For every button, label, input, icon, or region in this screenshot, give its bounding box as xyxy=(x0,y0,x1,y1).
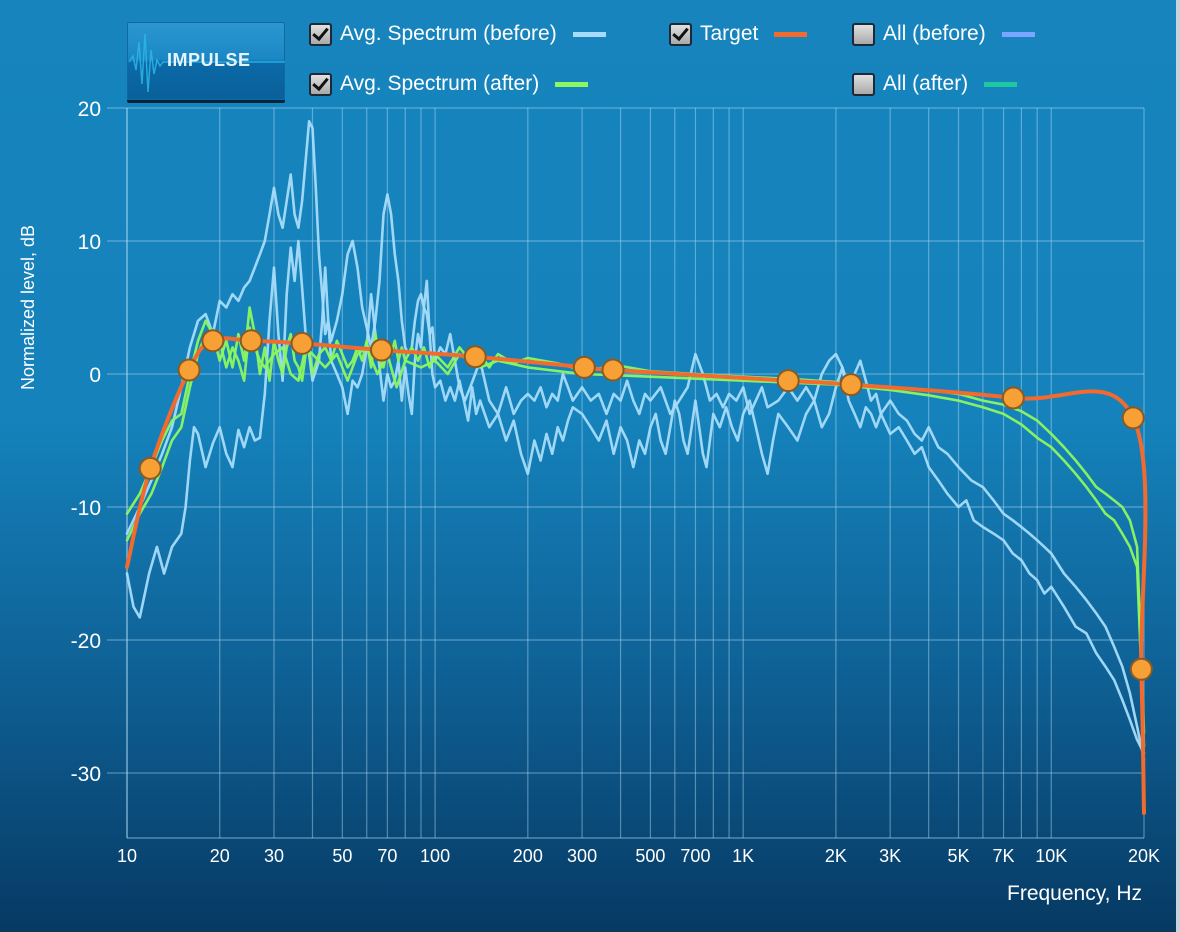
series-line-avg-spectrum-before-b xyxy=(125,120,1146,761)
legend-all-before[interactable]: All (before) xyxy=(852,19,1035,49)
x-tick-label: 70 xyxy=(377,846,397,866)
legend-label: Target xyxy=(700,22,759,45)
target-control-point xyxy=(239,329,263,353)
legend-swatch xyxy=(984,81,1018,87)
legend-label: Avg. Spectrum (before) xyxy=(340,22,557,45)
target-control-point xyxy=(572,355,596,379)
target-control-point xyxy=(138,456,162,480)
impulse-button-label: IMPULSE xyxy=(167,50,251,70)
legend-target[interactable]: Target xyxy=(669,19,808,49)
window-edge xyxy=(1176,0,1180,932)
series-line-avg-spectrum-after-b xyxy=(125,326,1146,748)
y-tick-label: -20 xyxy=(71,630,101,653)
y-tick-label: 10 xyxy=(78,231,101,254)
target-control-point xyxy=(1129,657,1153,681)
x-tick-label: 200 xyxy=(513,846,543,866)
x-tick-label: 2K xyxy=(825,846,847,866)
series-line-avg-spectrum-before-a xyxy=(125,239,1146,755)
target-control-point xyxy=(370,338,394,362)
x-tick-label: 50 xyxy=(332,846,352,866)
y-tick-label: 0 xyxy=(89,364,101,387)
x-tick-label: 20K xyxy=(1128,846,1160,866)
y-tick-label: 20 xyxy=(78,98,101,121)
target-control-point xyxy=(1001,386,1025,410)
legend-swatch xyxy=(572,31,606,37)
all-before-checkbox[interactable] xyxy=(852,22,875,46)
x-tick-label: 700 xyxy=(680,846,710,866)
target-control-point xyxy=(177,358,201,382)
x-tick-label: 30 xyxy=(264,846,284,866)
target-control-point xyxy=(776,369,800,393)
impulse-button[interactable]: IMPULSE xyxy=(127,22,285,103)
legend-swatch xyxy=(774,31,808,37)
x-tick-label: 300 xyxy=(567,846,597,866)
series-lines xyxy=(125,120,1148,815)
x-tick-label: 3K xyxy=(879,846,901,866)
x-tick-label: 1K xyxy=(732,846,754,866)
grid xyxy=(107,107,1145,839)
target-control-point xyxy=(290,331,314,355)
target-control-point xyxy=(201,329,225,353)
x-tick-label: 500 xyxy=(635,846,665,866)
x-tick-label: 5K xyxy=(947,846,969,866)
x-tick-label: 7K xyxy=(993,846,1015,866)
y-tick-label: -30 xyxy=(71,763,101,786)
x-axis-label: Frequency, Hz xyxy=(1007,882,1142,905)
legend-avg-after[interactable]: Avg. Spectrum (after) xyxy=(309,69,589,99)
legend-swatch xyxy=(1001,31,1035,37)
waveform-icon xyxy=(128,33,285,93)
legend-avg-before[interactable]: Avg. Spectrum (before) xyxy=(309,19,606,49)
all-after-checkbox[interactable] xyxy=(852,72,875,96)
target-control-point xyxy=(601,358,625,382)
target-checkbox[interactable] xyxy=(669,22,692,46)
x-tick-label: 20 xyxy=(210,846,230,866)
legend-label: Avg. Spectrum (after) xyxy=(340,72,540,95)
target-control-point xyxy=(839,373,863,397)
legend-all-after[interactable]: All (after) xyxy=(852,69,1018,99)
legend-label: All (after) xyxy=(883,72,969,95)
y-tick-label: -10 xyxy=(71,497,101,520)
avg-before-checkbox[interactable] xyxy=(309,22,332,46)
legend-label: All (before) xyxy=(883,22,986,45)
x-tick-label: 10 xyxy=(117,846,137,866)
target-control-point xyxy=(463,345,487,369)
avg-after-checkbox[interactable] xyxy=(309,72,332,96)
target-control-point xyxy=(1121,406,1145,430)
y-axis-ticks: 20 10 0 -10 -20 -30 xyxy=(71,98,101,786)
x-tick-label: 10K xyxy=(1035,846,1067,866)
x-axis-ticks: 10 20 30 50 70 100 200 300 500 700 1K 2K 3K 5K 7K 10K 20… xyxy=(117,846,1160,866)
x-tick-label: 100 xyxy=(420,846,450,866)
legend-swatch xyxy=(555,81,589,87)
y-axis-label: Normalized level, dB xyxy=(18,224,38,390)
target-control-points xyxy=(138,329,1153,681)
